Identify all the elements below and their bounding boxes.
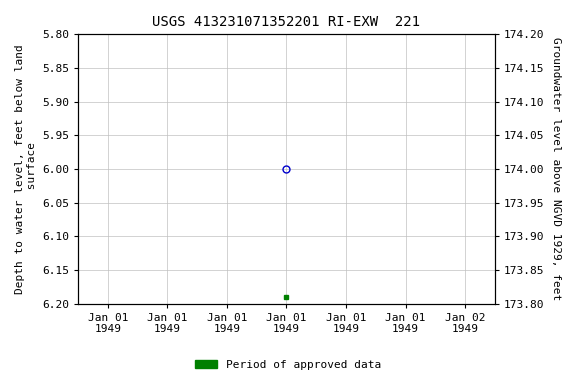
Y-axis label: Depth to water level, feet below land
 surface: Depth to water level, feet below land su… (15, 44, 37, 294)
Y-axis label: Groundwater level above NGVD 1929, feet: Groundwater level above NGVD 1929, feet (551, 38, 561, 301)
Legend: Period of approved data: Period of approved data (191, 356, 385, 375)
Title: USGS 413231071352201 RI-EXW  221: USGS 413231071352201 RI-EXW 221 (153, 15, 420, 29)
